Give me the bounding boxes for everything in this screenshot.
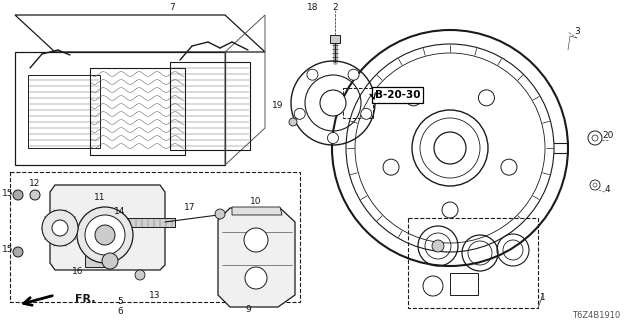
- Bar: [343, 88, 373, 118]
- Text: 17: 17: [184, 204, 196, 212]
- Circle shape: [320, 90, 346, 116]
- Text: 10: 10: [250, 197, 262, 206]
- Circle shape: [245, 267, 267, 289]
- Text: 19: 19: [272, 100, 284, 109]
- Polygon shape: [218, 208, 295, 307]
- Text: 11: 11: [94, 194, 106, 203]
- Circle shape: [289, 118, 297, 126]
- Bar: [85, 255, 107, 267]
- Text: 15: 15: [3, 188, 13, 197]
- Circle shape: [432, 240, 444, 252]
- Polygon shape: [50, 185, 165, 270]
- Text: 9: 9: [245, 306, 251, 315]
- Circle shape: [30, 190, 40, 200]
- Circle shape: [215, 209, 225, 219]
- Text: 5: 5: [117, 298, 123, 307]
- Circle shape: [135, 270, 145, 280]
- Circle shape: [479, 90, 495, 106]
- Text: B-20-30: B-20-30: [375, 90, 420, 100]
- Circle shape: [85, 215, 125, 255]
- Text: FR.: FR.: [75, 294, 95, 304]
- Circle shape: [348, 69, 359, 80]
- Bar: [330, 35, 340, 43]
- Circle shape: [102, 253, 118, 269]
- Text: 12: 12: [29, 179, 41, 188]
- Circle shape: [294, 108, 305, 119]
- Bar: [408, 218, 538, 308]
- Text: 18: 18: [307, 4, 319, 12]
- Polygon shape: [232, 207, 282, 215]
- Circle shape: [328, 132, 339, 143]
- Bar: [10, 172, 300, 302]
- Text: 15: 15: [3, 245, 13, 254]
- Circle shape: [244, 228, 268, 252]
- Text: 13: 13: [149, 291, 161, 300]
- Circle shape: [13, 190, 23, 200]
- Text: 14: 14: [115, 207, 125, 217]
- Bar: [120, 218, 175, 227]
- Circle shape: [95, 225, 115, 245]
- Text: 3: 3: [574, 28, 580, 36]
- Circle shape: [42, 210, 78, 246]
- Text: 1: 1: [540, 293, 546, 302]
- Circle shape: [383, 159, 399, 175]
- Circle shape: [13, 247, 23, 257]
- Text: 4: 4: [604, 186, 610, 195]
- Text: 2: 2: [332, 4, 338, 12]
- Circle shape: [434, 132, 466, 164]
- Circle shape: [307, 69, 318, 80]
- Bar: [450, 273, 478, 295]
- Text: 7: 7: [169, 4, 175, 12]
- Circle shape: [501, 159, 517, 175]
- Circle shape: [361, 108, 372, 119]
- Circle shape: [406, 90, 422, 106]
- Text: 20: 20: [602, 131, 614, 140]
- Circle shape: [52, 220, 68, 236]
- Circle shape: [442, 202, 458, 218]
- Circle shape: [77, 207, 133, 263]
- Circle shape: [590, 180, 600, 190]
- Text: 6: 6: [117, 308, 123, 316]
- Text: T6Z4B1910: T6Z4B1910: [572, 310, 620, 319]
- Text: 16: 16: [72, 268, 84, 276]
- Circle shape: [588, 131, 602, 145]
